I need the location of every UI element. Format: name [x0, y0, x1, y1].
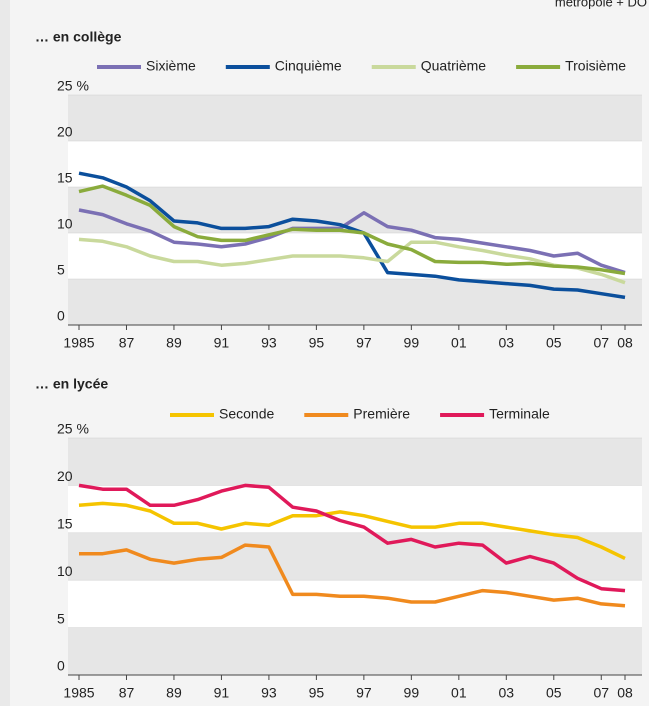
- y-tick-label: 25 %: [57, 421, 89, 437]
- y-tick-label: 20: [57, 124, 73, 140]
- x-tick-label: 91: [214, 685, 230, 701]
- series-line: [78, 171, 626, 300]
- x-tick-label: 03: [499, 685, 515, 701]
- grid-band: [68, 532, 642, 581]
- x-tick-label: 99: [404, 685, 420, 701]
- x-tick-label: 07: [593, 685, 609, 701]
- grid-band: [68, 438, 642, 486]
- y-tick-label: 5: [57, 610, 65, 626]
- x-tick-label: 1985: [63, 685, 94, 701]
- grid-band: [68, 279, 642, 325]
- series-line: [78, 237, 626, 285]
- y-tick-label: 10: [57, 563, 73, 579]
- grid-band: [68, 580, 642, 628]
- y-tick-label: 15: [57, 516, 73, 532]
- x-tick-label: 07: [593, 335, 609, 351]
- x-tick-label: 01: [451, 685, 467, 701]
- x-tick-label: 93: [261, 335, 277, 351]
- grid-band: [68, 627, 642, 675]
- series-line: [78, 483, 626, 593]
- x-tick-label: 93: [261, 685, 277, 701]
- legend-label: Cinquième: [275, 58, 342, 74]
- x-tick-label: 89: [166, 685, 182, 701]
- x-tick-label: 97: [356, 335, 372, 351]
- y-tick-label: 0: [57, 308, 65, 324]
- x-tick-label: 01: [451, 335, 467, 351]
- chart-title: … en lycée: [35, 376, 108, 392]
- x-tick-label: 03: [499, 335, 515, 351]
- x-tick-label: 97: [356, 685, 372, 701]
- coverage-note: métropole + DO: [555, 0, 647, 9]
- x-tick-label: 87: [119, 685, 135, 701]
- x-tick-label: 89: [166, 335, 182, 351]
- x-tick-label: 95: [309, 685, 325, 701]
- x-tick-label: 05: [546, 685, 562, 701]
- series-line: [78, 501, 626, 560]
- series-line: [78, 208, 626, 275]
- y-tick-label: 20: [57, 468, 73, 484]
- legend-label: Seconde: [219, 406, 274, 422]
- legend-label: Quatrième: [421, 58, 487, 74]
- y-tick-label: 15: [57, 170, 73, 186]
- y-tick-label: 10: [57, 216, 73, 232]
- x-tick-label: 08: [617, 685, 633, 701]
- y-tick-label: 0: [57, 658, 65, 674]
- grid-band: [68, 95, 642, 141]
- x-tick-label: 05: [546, 335, 562, 351]
- series-line: [79, 543, 626, 608]
- legend-label: Sixième: [146, 58, 196, 74]
- y-tick-label: 25 %: [57, 78, 89, 94]
- x-tick-label: 87: [119, 335, 135, 351]
- legend-label: Terminale: [489, 406, 550, 422]
- legend-label: Troisième: [565, 58, 626, 74]
- x-tick-label: 1985: [63, 335, 94, 351]
- legend-label: Première: [353, 406, 410, 422]
- x-tick-label: 99: [404, 335, 420, 351]
- x-tick-label: 08: [617, 335, 633, 351]
- x-tick-label: 95: [309, 335, 325, 351]
- x-tick-label: 91: [214, 335, 230, 351]
- y-tick-label: 5: [57, 262, 65, 278]
- chart-title: … en collège: [35, 29, 122, 45]
- series-line: [78, 184, 626, 276]
- grid-band: [68, 141, 642, 187]
